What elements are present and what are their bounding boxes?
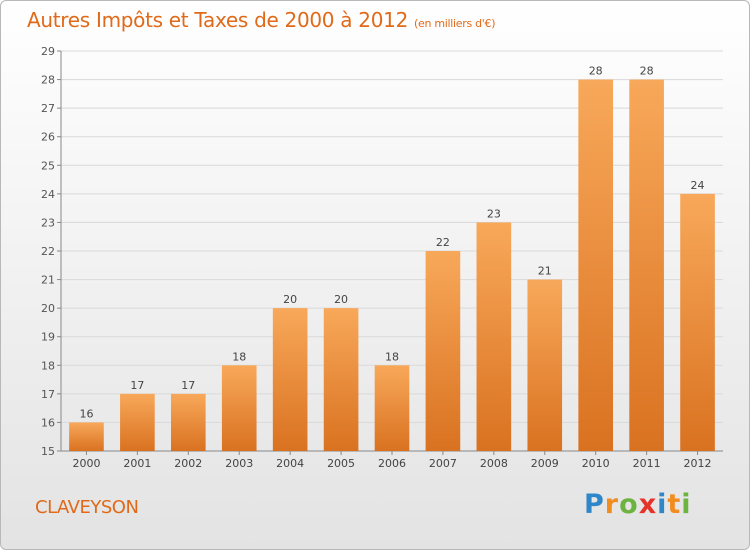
chart-title-text: Autres Impôts et Taxes de 2000 à 2012 <box>27 8 408 32</box>
x-tick-label-2010: 2010 <box>582 457 610 470</box>
bar-2009 <box>527 279 563 451</box>
bar-2011 <box>629 79 664 452</box>
y-tick-label: 17 <box>41 388 55 401</box>
x-tick-label-2001: 2001 <box>123 457 151 470</box>
bar-2004 <box>272 308 308 451</box>
bar-2008 <box>476 222 512 451</box>
data-label-2011: 28 <box>640 65 654 78</box>
y-tick-label: 19 <box>41 331 55 344</box>
bar-2000 <box>69 422 104 451</box>
data-label-2007: 22 <box>436 236 450 249</box>
logo-letter: x <box>638 489 658 520</box>
data-label-2008: 23 <box>487 207 501 220</box>
y-tick-label: 25 <box>41 159 55 172</box>
bar-2002 <box>170 393 206 451</box>
bar-2007 <box>425 251 461 451</box>
labels: 15 16 17 18 19 20 21 22 23 24 25 26 27 28 29 16 2000 17 20… <box>41 45 712 470</box>
y-tick-label: 22 <box>41 245 55 258</box>
data-label-2004: 20 <box>283 293 297 306</box>
y-tick-label: 21 <box>41 274 55 287</box>
x-tick-label-2008: 2008 <box>480 457 508 470</box>
x-tick-label-2000: 2000 <box>72 457 100 470</box>
bar-2005 <box>323 308 359 451</box>
data-label-2012: 24 <box>691 179 705 192</box>
x-tick-label-2002: 2002 <box>174 457 202 470</box>
y-tick-label: 18 <box>41 359 55 372</box>
data-label-2009: 21 <box>538 265 552 278</box>
logo-letter: i <box>657 489 668 520</box>
commune-name: CLAVEYSON <box>35 497 139 518</box>
bar-2010 <box>578 79 614 452</box>
bar-2012 <box>680 193 715 451</box>
data-label-2000: 16 <box>79 407 93 420</box>
x-tick-label-2003: 2003 <box>225 457 253 470</box>
chart-title: Autres Impôts et Taxes de 2000 à 2012 (en… <box>27 8 495 32</box>
logo-letter: P <box>584 489 605 520</box>
y-tick-label: 23 <box>41 216 55 229</box>
data-label-2005: 20 <box>334 293 348 306</box>
proxiti-logo: Proxiti <box>584 489 692 520</box>
y-tick-label: 28 <box>41 74 55 87</box>
bar-2003 <box>221 365 257 451</box>
x-tick-label-2007: 2007 <box>429 457 457 470</box>
y-tick-label: 24 <box>41 188 55 201</box>
data-label-2006: 18 <box>385 350 399 363</box>
x-tick-label-2011: 2011 <box>633 457 661 470</box>
y-tick-label: 27 <box>41 102 55 115</box>
chart-unit-label: (en milliers d'€) <box>414 17 496 30</box>
x-tick-label-2004: 2004 <box>276 457 304 470</box>
logo-letter: r <box>604 489 620 520</box>
logo-letter: o <box>619 489 639 520</box>
bar-2001 <box>120 393 155 451</box>
x-tick-label-2009: 2009 <box>531 457 559 470</box>
y-tick-label: 26 <box>41 131 55 144</box>
data-label-2002: 17 <box>181 379 195 392</box>
bar-2006 <box>374 365 410 451</box>
y-tick-label: 29 <box>41 45 55 58</box>
y-tick-label: 20 <box>41 302 55 315</box>
x-tick-label-2012: 2012 <box>684 457 712 470</box>
data-label-2010: 28 <box>589 65 603 78</box>
data-label-2001: 17 <box>130 379 144 392</box>
logo-letter: t <box>667 489 682 520</box>
logo-letter: i <box>681 489 692 520</box>
x-tick-label-2005: 2005 <box>327 457 355 470</box>
data-label-2003: 18 <box>232 350 246 363</box>
x-tick-label-2006: 2006 <box>378 457 406 470</box>
y-tick-label: 16 <box>41 416 55 429</box>
y-tick-label: 15 <box>41 445 55 458</box>
bars <box>69 79 715 452</box>
